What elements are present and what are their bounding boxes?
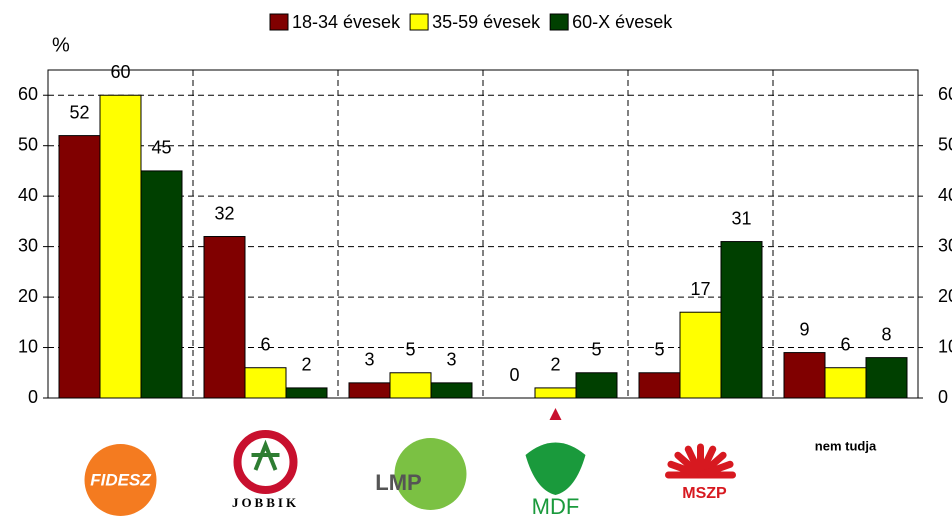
category-logo: FIDESZ xyxy=(84,444,157,516)
y2-tick-label: 60 xyxy=(938,84,952,104)
data-label: 6 xyxy=(840,334,850,354)
bar xyxy=(534,387,577,399)
bar xyxy=(203,236,246,399)
x-tick-label: MSZP xyxy=(682,485,727,502)
bar xyxy=(638,372,681,399)
bar xyxy=(58,135,101,399)
bar xyxy=(244,367,287,399)
y2-tick-label: 20 xyxy=(938,286,952,306)
bar xyxy=(99,94,142,399)
logo-shape xyxy=(251,439,280,471)
logo-shape xyxy=(525,442,586,495)
y-tick-label: 20 xyxy=(18,286,38,306)
data-label: 32 xyxy=(214,203,234,223)
data-label: 2 xyxy=(550,355,560,375)
y-tick-label: 60 xyxy=(18,84,38,104)
bar xyxy=(348,382,391,399)
data-label: 45 xyxy=(151,138,171,158)
y-tick-label: 30 xyxy=(18,235,38,255)
legend-swatch xyxy=(269,13,289,31)
category-logo: MSZP xyxy=(665,443,736,502)
x-tick-label: LMP xyxy=(375,470,421,495)
category-logo: JOBBIK xyxy=(232,430,299,510)
logo-shape xyxy=(394,438,467,510)
y-tick-label: 50 xyxy=(18,134,38,154)
legend-label: 35-59 évesek xyxy=(432,12,541,32)
category-logo: LMP xyxy=(375,438,467,510)
bar xyxy=(824,367,867,399)
x-tick-label: nem tudja xyxy=(815,438,877,453)
bar xyxy=(285,387,328,399)
data-label: 31 xyxy=(731,208,751,228)
x-tick-label: JOBBIK xyxy=(232,495,299,510)
logo-shape xyxy=(549,408,562,420)
data-label: 2 xyxy=(301,355,311,375)
y-axis-label: % xyxy=(52,34,70,56)
data-label: 17 xyxy=(690,279,710,299)
legend-label: 18-34 évesek xyxy=(292,12,401,32)
legend-label: 60-X évesek xyxy=(572,12,673,32)
category-logo: MDF xyxy=(525,408,586,519)
y2-tick-label: 40 xyxy=(938,185,952,205)
y-tick-label: 10 xyxy=(18,336,38,356)
bar xyxy=(575,372,618,399)
data-label: 5 xyxy=(654,340,664,360)
x-tick-label: MDF xyxy=(532,494,580,519)
bar xyxy=(720,241,763,399)
y-tick-label: 40 xyxy=(18,185,38,205)
bar xyxy=(430,382,473,399)
y2-tick-label: 0 xyxy=(938,387,948,407)
data-label: 52 xyxy=(69,102,89,122)
data-label: 5 xyxy=(405,340,415,360)
y2-tick-label: 10 xyxy=(938,336,952,356)
bar xyxy=(389,372,432,399)
y2-tick-label: 30 xyxy=(938,235,952,255)
y-tick-label: 0 xyxy=(28,387,38,407)
bar xyxy=(783,352,826,399)
logo-shape xyxy=(233,430,298,494)
data-label: 60 xyxy=(110,62,130,82)
data-label: 3 xyxy=(446,350,456,370)
data-label: 6 xyxy=(260,334,270,354)
logo-shape xyxy=(84,444,157,516)
bar xyxy=(865,357,908,399)
data-label: 5 xyxy=(591,340,601,360)
data-label: 9 xyxy=(799,319,809,339)
legend-swatch xyxy=(409,13,429,31)
bar xyxy=(679,311,722,399)
y2-tick-label: 50 xyxy=(938,134,952,154)
legend-swatch xyxy=(549,13,569,31)
data-label: 3 xyxy=(364,350,374,370)
x-tick-label: FIDESZ xyxy=(90,470,151,489)
bar xyxy=(140,170,183,399)
data-label: 8 xyxy=(881,324,891,344)
category-logo: nem tudja xyxy=(815,438,877,453)
data-label: 0 xyxy=(509,365,519,385)
